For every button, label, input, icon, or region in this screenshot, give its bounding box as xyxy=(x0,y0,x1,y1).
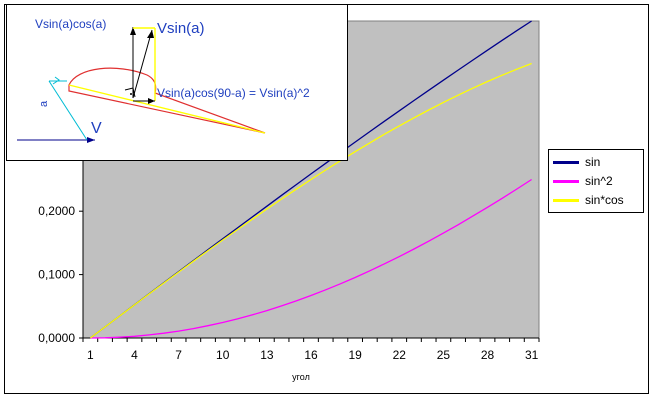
x-axis-title: угол xyxy=(292,372,310,382)
legend-item-sin: sin xyxy=(553,155,600,169)
right-angle-dot xyxy=(130,93,132,95)
vsin-vector xyxy=(132,29,153,99)
right-angle-marker xyxy=(124,87,136,98)
x-tick-label: 25 xyxy=(437,348,451,362)
x-tick-label: 4 xyxy=(131,348,138,362)
chord-line xyxy=(68,84,266,134)
series-line-sin2 xyxy=(90,178,532,339)
airfoil-diagram: V a Vsin(a)cos(a) Vsin(a) Vsin(a)cos(90-… xyxy=(17,17,310,143)
legend-label-sin2: sin^2 xyxy=(585,174,613,188)
x-axis: 1 4 7 10 13 16 19 22 25 28 31 xyxy=(82,337,540,362)
x-tick-label: 7 xyxy=(175,348,182,362)
series-layer xyxy=(90,20,532,339)
x-tick-label: 19 xyxy=(348,348,362,362)
y-tick-label: 0,0000 xyxy=(38,331,75,345)
horizontal-arrowhead xyxy=(148,98,155,104)
x-tick-label: 10 xyxy=(216,348,230,362)
label-v: V xyxy=(91,120,102,137)
label-equation: Vsin(a)cos(90-a) = Vsin(a)^2 xyxy=(157,86,310,100)
airfoil-diagram-inset: V a Vsin(a)cos(a) Vsin(a) Vsin(a)cos(90-… xyxy=(6,4,348,161)
label-vsin: Vsin(a) xyxy=(157,20,205,37)
legend-swatch-sin2 xyxy=(553,179,579,183)
legend-item-sin2: sin^2 xyxy=(553,174,613,188)
legend-label-sin: sin xyxy=(585,155,601,169)
legend: sin sin^2 sin*cos xyxy=(548,149,644,213)
x-tick-label: 1 xyxy=(87,348,94,362)
angle-arc xyxy=(52,76,60,85)
legend-item-sincos: sin*cos xyxy=(553,193,624,207)
y-tick-label: 0,2000 xyxy=(38,204,75,218)
x-tick-label: 31 xyxy=(525,348,539,362)
x-tick-label: 22 xyxy=(393,348,407,362)
angle-line-1 xyxy=(48,80,88,141)
legend-label-sincos: sin*cos xyxy=(585,193,624,207)
vsin-cos-arrowhead xyxy=(130,27,136,35)
legend-swatch-sin xyxy=(553,160,579,164)
x-tick-label: 16 xyxy=(304,348,318,362)
velocity-arrowhead xyxy=(87,137,95,143)
vsin-arrowhead xyxy=(147,30,154,38)
legend-swatch-sincos xyxy=(553,198,579,202)
series-line-sincos xyxy=(90,62,532,339)
x-tick-label: 28 xyxy=(481,348,495,362)
label-vsin-cos: Vsin(a)cos(a) xyxy=(35,17,106,31)
label-angle-a: a xyxy=(38,100,50,107)
y-tick-label: 0,1000 xyxy=(38,268,75,282)
x-tick-label: 13 xyxy=(260,348,274,362)
